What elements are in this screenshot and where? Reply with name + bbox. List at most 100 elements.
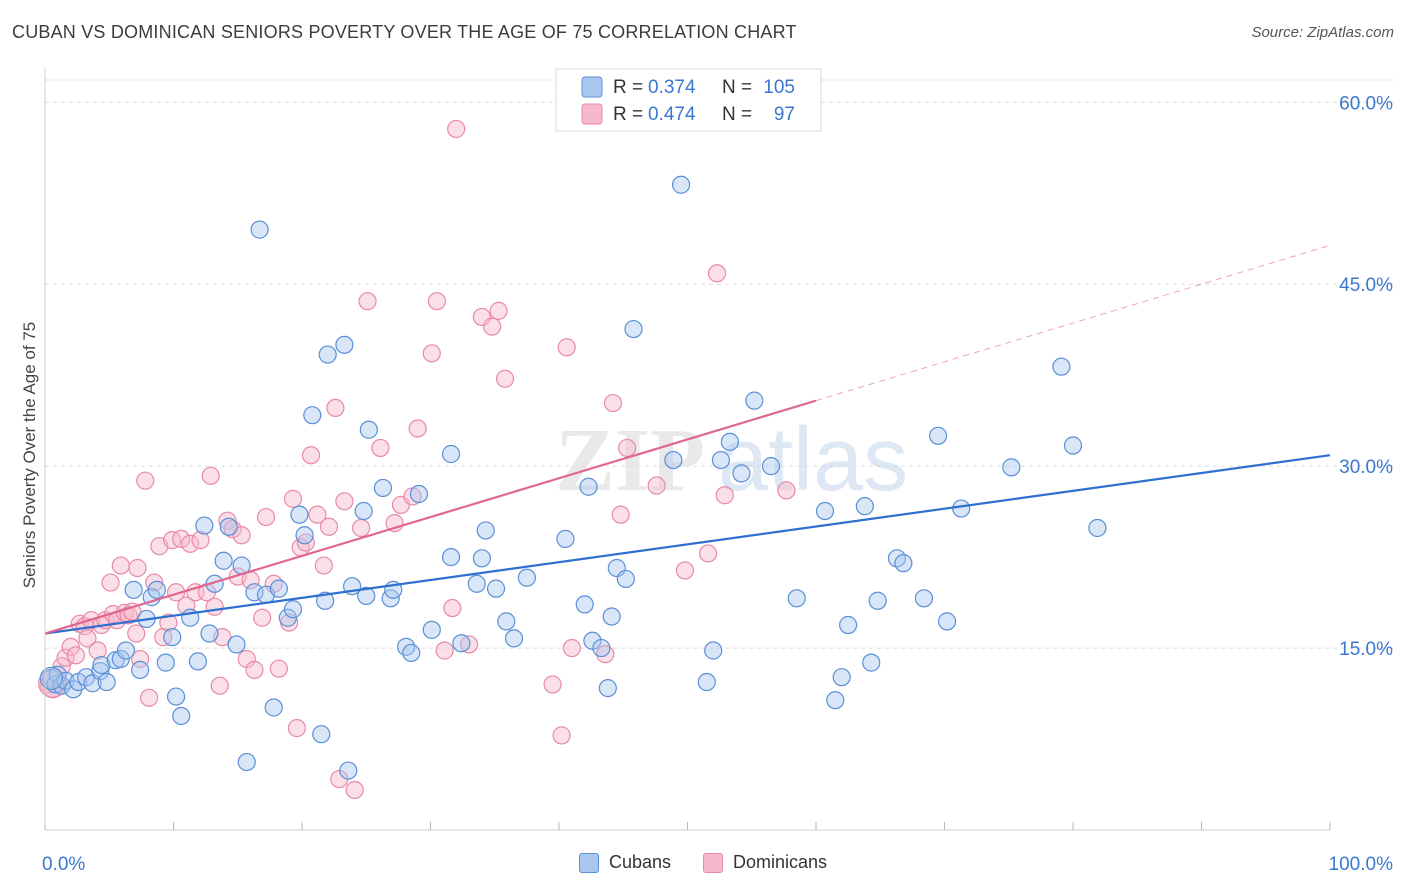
dominicans-point xyxy=(675,561,695,580)
cubans-swatch xyxy=(578,852,599,873)
cubans-point xyxy=(711,450,731,470)
cubans-point xyxy=(283,600,303,619)
cubans-point xyxy=(278,608,297,627)
cubans-point xyxy=(130,660,150,679)
cubans-point xyxy=(316,591,335,610)
dominicans-point xyxy=(210,676,229,695)
cubans-point xyxy=(39,666,64,690)
cubans-point xyxy=(720,432,740,451)
y-tick-label: 30.0% xyxy=(1339,457,1393,478)
dominicans-point xyxy=(101,573,120,592)
cubans-point xyxy=(497,612,516,631)
dominicans-point xyxy=(698,544,718,563)
cubans-point xyxy=(761,457,781,476)
axis-layer: 0.0% 100.0% xyxy=(42,68,1393,875)
dominicans-point xyxy=(371,438,390,458)
dominicans-point xyxy=(245,660,264,679)
cubans-point xyxy=(124,580,143,599)
cubans-point xyxy=(312,725,331,744)
y-tick-label: 15.0% xyxy=(1339,639,1393,660)
dominicans-point xyxy=(435,641,454,660)
legend-cubans-n-value: 105 xyxy=(763,77,795,98)
cubans-point xyxy=(200,624,219,643)
legend-dominicans-n-label: N = xyxy=(722,104,752,125)
cubans-point xyxy=(303,406,322,425)
legend-dominicans-r-value: 0.474 xyxy=(648,104,696,125)
dominicans-point xyxy=(136,471,155,490)
cubans-point xyxy=(504,629,524,648)
cubans-point xyxy=(937,612,957,631)
dominicans-point xyxy=(191,531,210,550)
cubans-point xyxy=(409,484,429,504)
dominicans-point xyxy=(335,492,354,511)
legend-item-cubans[interactable]: Cubans xyxy=(578,852,671,873)
cubans-point xyxy=(1063,436,1083,455)
dominicans-point xyxy=(447,119,466,139)
cubans-point xyxy=(1052,357,1071,376)
cubans-point xyxy=(357,586,376,606)
cubans-point xyxy=(295,526,314,545)
cubans-point xyxy=(422,620,441,639)
cubans-point xyxy=(855,497,874,516)
dominicans-points xyxy=(38,119,796,800)
cubans-point xyxy=(250,220,269,239)
cubans-point xyxy=(839,615,858,635)
cubans-point xyxy=(579,477,598,496)
cubans-point xyxy=(339,761,358,780)
cubans-point xyxy=(697,672,716,692)
dominicans-point xyxy=(552,726,571,745)
legend-dominicans-n-value: 97 xyxy=(774,104,795,125)
dominicans-point xyxy=(562,638,581,658)
cubans-point xyxy=(147,580,166,599)
cubans-point xyxy=(441,547,461,567)
cubans-point xyxy=(1088,518,1107,538)
legend-cubans-swatch xyxy=(581,76,603,98)
x-tick-label-max: 100.0% xyxy=(1329,854,1394,875)
dominicans-point xyxy=(483,317,502,336)
y-tick-label: 60.0% xyxy=(1339,93,1393,114)
dominicans-point xyxy=(159,613,178,632)
dominicans-point xyxy=(61,637,80,656)
dominicans-point xyxy=(181,534,200,553)
dominicans-point xyxy=(145,573,164,592)
cubans-point xyxy=(264,698,283,717)
dominicans-point xyxy=(618,438,637,458)
dominicans-point xyxy=(218,511,237,530)
cubans-point xyxy=(894,554,913,573)
dominicans-trend-line xyxy=(44,399,817,635)
cubans-point xyxy=(467,574,486,593)
cubans-point xyxy=(472,549,491,568)
cubans-point xyxy=(787,589,806,608)
dominicans-point xyxy=(603,393,623,413)
dominicans-point xyxy=(352,518,371,538)
x-tick-label-min: 0.0% xyxy=(42,854,85,875)
cubans-point xyxy=(318,345,337,364)
y-tick-label: 45.0% xyxy=(1339,275,1393,296)
cubans-point xyxy=(188,652,208,671)
dominicans-swatch xyxy=(703,852,723,873)
dominicans-label: Dominicans xyxy=(733,852,828,872)
legend-cubans-r-value: 0.374 xyxy=(648,77,696,98)
dominicans-point xyxy=(715,486,734,505)
cubans-point xyxy=(832,668,851,687)
dominicans-point xyxy=(296,533,315,552)
top-legend: R = 0.374 N = 105 R = 0.474 N = 97 xyxy=(555,68,822,132)
cubans-point xyxy=(1002,458,1021,477)
cubans-point xyxy=(195,516,214,535)
cubans-point xyxy=(598,678,617,698)
cubans-point xyxy=(575,595,594,614)
cubans-point xyxy=(868,591,887,610)
cubans-point xyxy=(732,464,751,483)
dominicans-point xyxy=(777,481,796,500)
dominicans-point xyxy=(459,635,479,654)
cubans-point xyxy=(592,638,611,658)
cubans-point xyxy=(359,420,378,439)
cubans-point xyxy=(952,499,971,518)
grid-layer: 15.0% 30.0% 45.0% 60.0% xyxy=(45,79,1395,660)
cubans-point xyxy=(91,662,110,681)
dominicans-point xyxy=(495,369,515,388)
cubans-point xyxy=(745,391,764,410)
dominicans-point xyxy=(345,780,364,800)
watermark-atlas: atlas xyxy=(718,410,908,510)
legend-item-dominicans[interactable]: Dominicans xyxy=(703,852,827,873)
